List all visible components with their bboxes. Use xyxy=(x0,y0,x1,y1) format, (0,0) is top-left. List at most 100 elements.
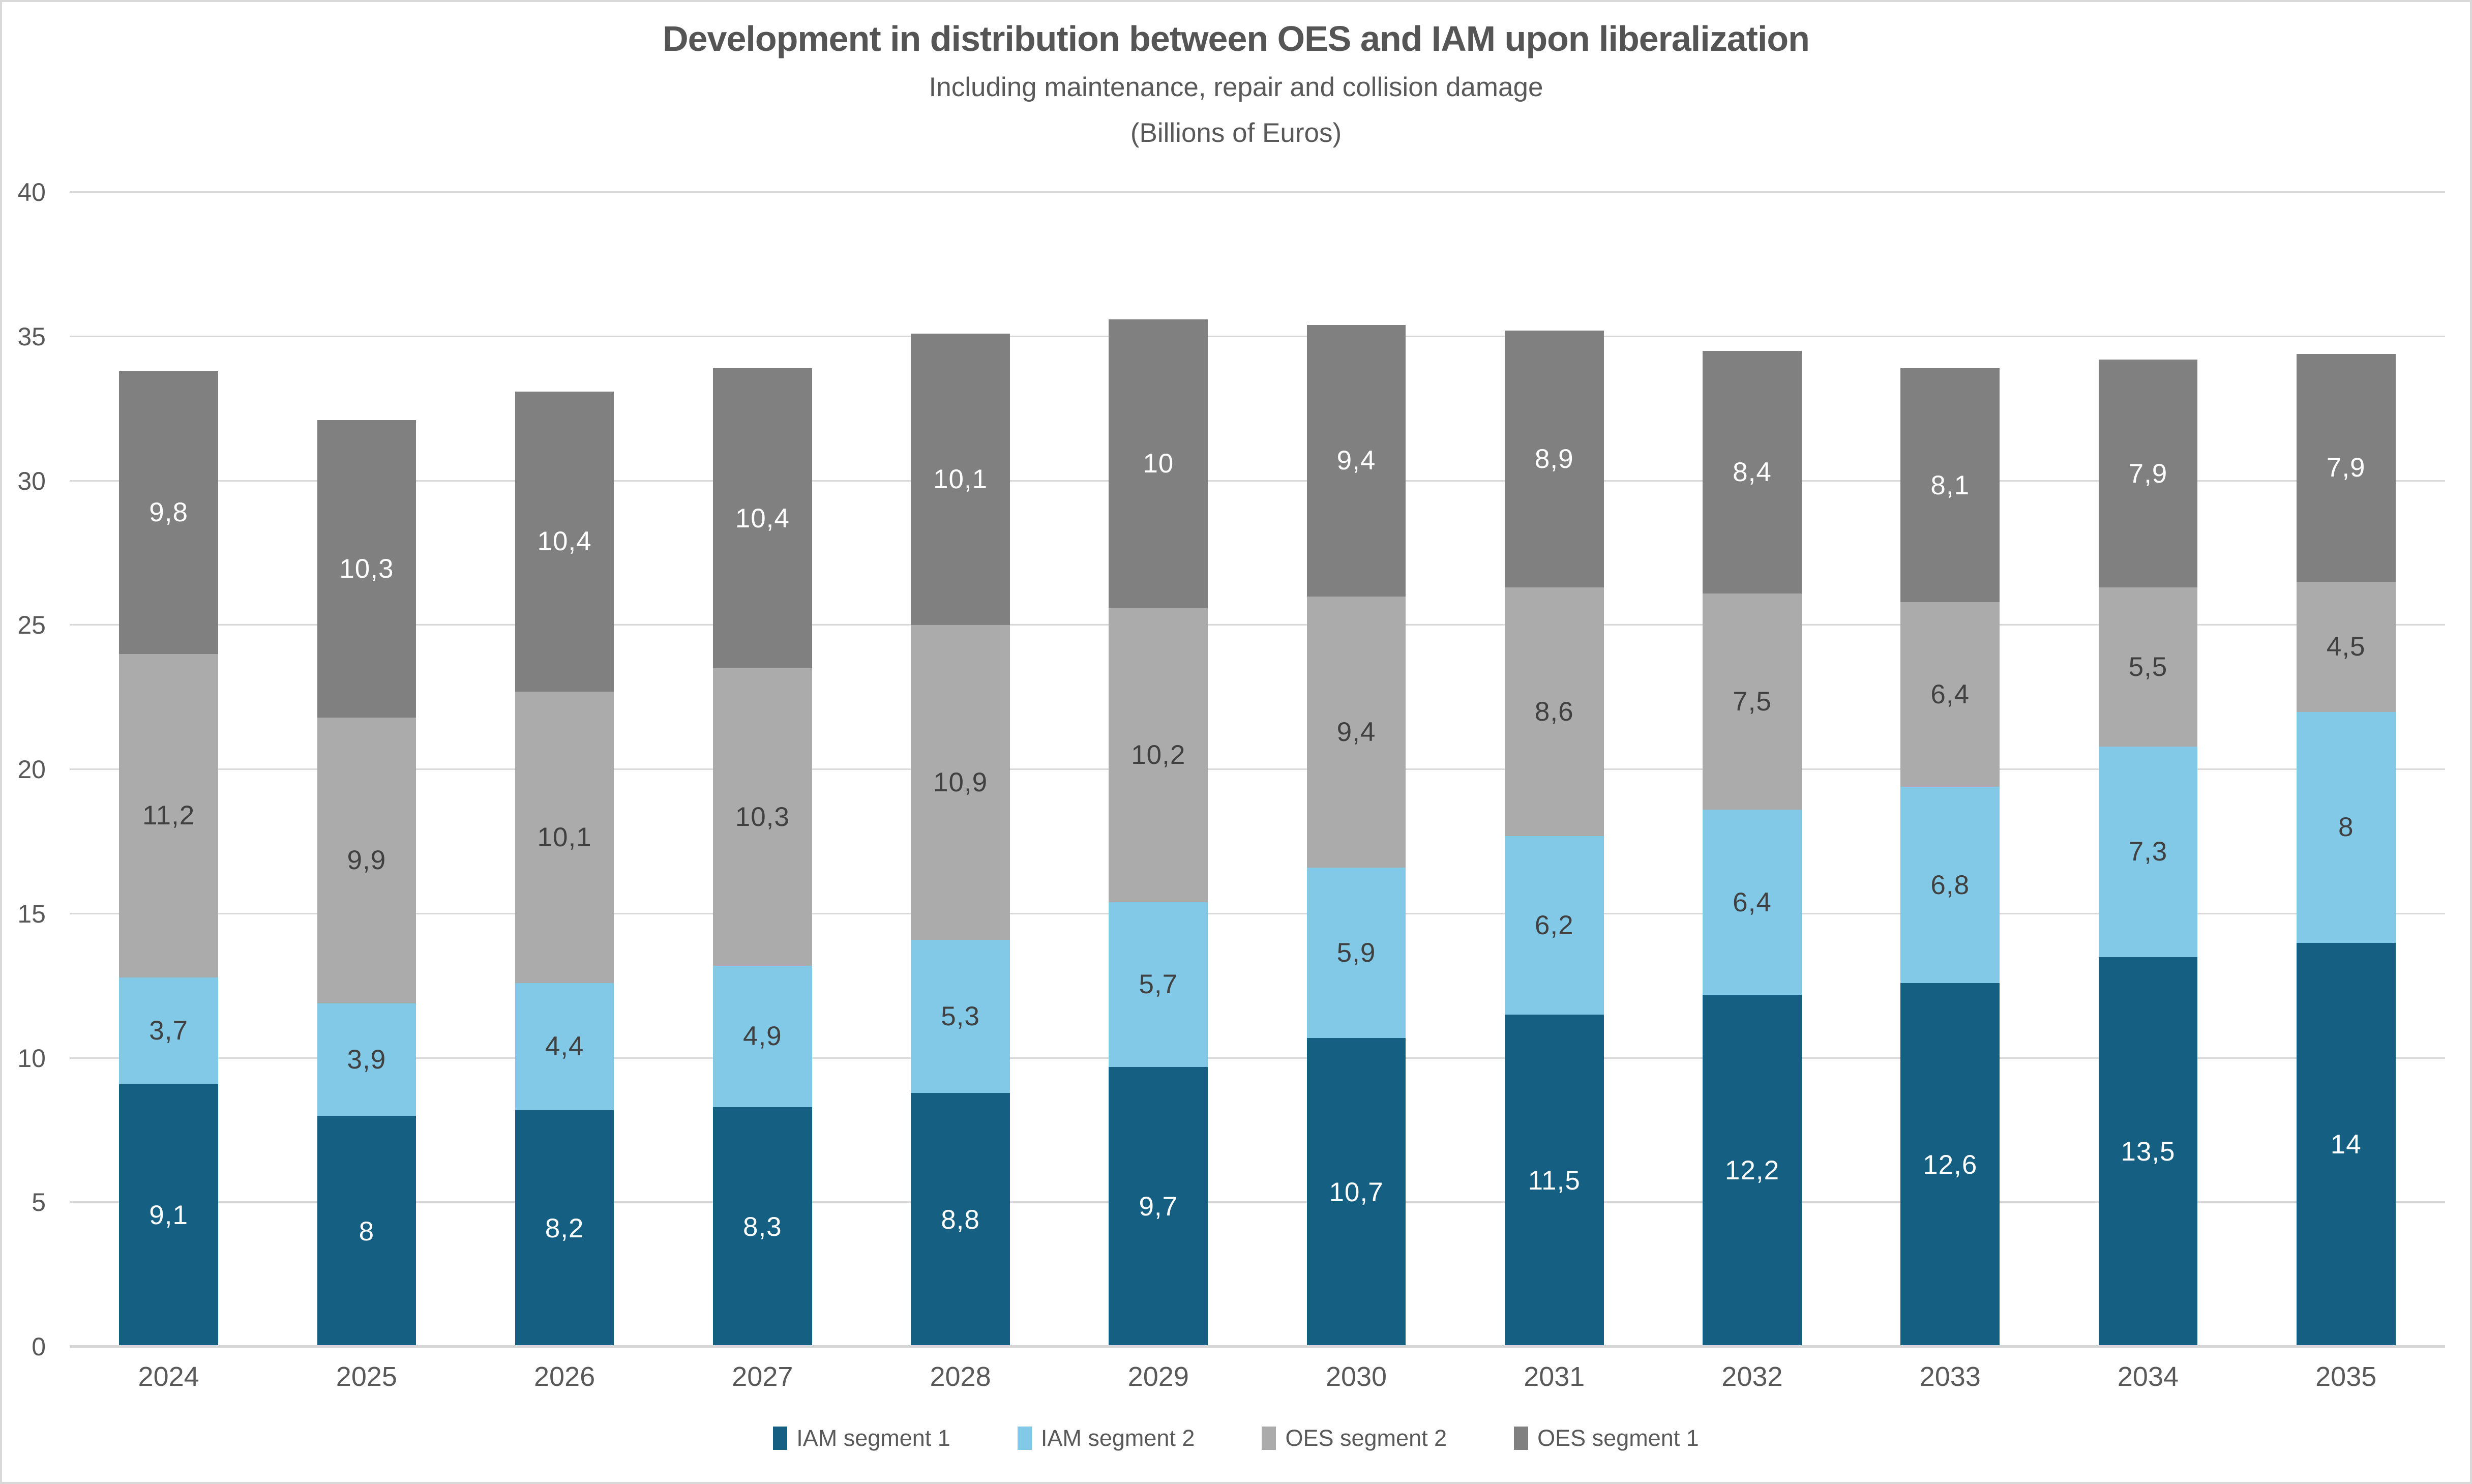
bar-segment[interactable]: 8,8 xyxy=(911,1092,1010,1347)
bar-segment[interactable]: 12,2 xyxy=(1703,994,1802,1347)
legend-item[interactable]: OES segment 1 xyxy=(1514,1425,1699,1451)
bar-segment[interactable]: 6,8 xyxy=(1900,787,2000,983)
bar-segment[interactable]: 8,6 xyxy=(1504,587,1604,836)
y-axis-tick-label: 10 xyxy=(17,1044,46,1073)
bar-segment[interactable]: 5,5 xyxy=(2098,587,2198,747)
x-axis-category-label: 2029 xyxy=(1127,1361,1189,1392)
bar-segment[interactable]: 7,3 xyxy=(2098,746,2198,957)
bar-segment[interactable]: 10,3 xyxy=(317,420,416,718)
bar-segment[interactable]: 3,7 xyxy=(119,977,218,1084)
bar-segment[interactable]: 6,2 xyxy=(1504,836,1604,1015)
bar-data-label: 9,7 xyxy=(1139,1192,1178,1222)
bar-data-label: 7,9 xyxy=(2326,453,2366,483)
bar-segment[interactable]: 11,2 xyxy=(119,654,218,977)
gridline xyxy=(70,335,2445,337)
x-axis-labels: 2024 2025 2026 2027 2028 2029 2030 2031 2032 2033… xyxy=(70,1361,2445,1392)
bar-segment[interactable]: 6,4 xyxy=(1900,602,2000,787)
bar-data-label: 7,5 xyxy=(1733,687,1772,717)
bar-data-label: 12,2 xyxy=(1724,1155,1780,1186)
y-axis-tick-label: 25 xyxy=(17,611,46,640)
bar-segment[interactable]: 10,7 xyxy=(1306,1037,1406,1347)
bar-segment[interactable]: 7,9 xyxy=(2296,353,2396,582)
bar-segment[interactable]: 9,9 xyxy=(317,717,416,1003)
bar-segment[interactable]: 5,9 xyxy=(1306,867,1406,1038)
bar-data-label: 8,8 xyxy=(941,1204,980,1235)
y-axis-tick-label: 35 xyxy=(17,322,46,351)
bar-segment[interactable]: 4,4 xyxy=(515,983,614,1110)
gridline xyxy=(70,912,2445,914)
bar-data-label: 4,4 xyxy=(545,1031,584,1062)
bar-segment[interactable]: 9,4 xyxy=(1306,325,1406,597)
bar-group: 8,3 4,9 10,3 10,4 xyxy=(664,192,861,1347)
y-axis-tick-label: 30 xyxy=(17,466,46,495)
bar-segment[interactable]: 8 xyxy=(317,1116,416,1347)
bar-segment[interactable]: 9,8 xyxy=(119,371,218,655)
bar-segment[interactable]: 6,4 xyxy=(1703,810,1802,995)
bar-data-label: 4,5 xyxy=(2326,632,2366,662)
bar-segment[interactable]: 10,3 xyxy=(713,668,812,966)
gridline xyxy=(70,768,2445,770)
bar-data-label: 10,1 xyxy=(933,464,988,495)
bar-segment[interactable]: 14 xyxy=(2296,942,2396,1347)
legend-item-label: IAM segment 2 xyxy=(1040,1425,1195,1451)
bar-data-label: 13,5 xyxy=(2121,1137,2176,1167)
legend-item[interactable]: IAM segment 1 xyxy=(773,1425,950,1451)
bar-segment[interactable]: 8,9 xyxy=(1504,331,1604,588)
bar-segment[interactable]: 5,3 xyxy=(911,939,1010,1093)
x-axis-category-label: 2025 xyxy=(336,1361,397,1392)
bar-segment[interactable]: 10 xyxy=(1109,319,1208,608)
bar-segment[interactable]: 10,2 xyxy=(1109,608,1208,903)
bar-segment[interactable]: 10,1 xyxy=(911,334,1010,626)
bar-segment[interactable]: 9,1 xyxy=(119,1084,218,1347)
bar-segment[interactable]: 7,9 xyxy=(2098,360,2198,588)
bar-segment[interactable]: 8,2 xyxy=(515,1110,614,1347)
bar-data-label: 10,2 xyxy=(1131,740,1186,770)
bar-group: 8,2 4,4 10,1 10,4 xyxy=(465,192,663,1347)
bar-data-label: 11,5 xyxy=(1528,1166,1581,1196)
bar-data-label: 7,9 xyxy=(2128,458,2168,489)
bar-segment[interactable]: 8,3 xyxy=(713,1107,812,1347)
legend-item[interactable]: IAM segment 2 xyxy=(1017,1425,1195,1451)
bar-data-label: 5,3 xyxy=(941,1001,980,1031)
bar-segment[interactable]: 9,4 xyxy=(1306,596,1406,868)
bar-segment[interactable]: 4,9 xyxy=(713,965,812,1107)
bar-group: 9,1 3,7 11,2 9,8 xyxy=(70,192,267,1347)
plot-area: 9,1 3,7 11,2 9,8 8 3,9 9,9 10,3 8,2 4,4 10,1 10,4 8,… xyxy=(70,191,2445,1348)
bar-segment[interactable]: 11,5 xyxy=(1504,1015,1604,1347)
legend-item-label: OES segment 1 xyxy=(1537,1425,1699,1451)
bar-segment[interactable]: 10,4 xyxy=(713,368,812,669)
bar-data-label: 8,4 xyxy=(1733,457,1772,487)
bar-segment[interactable]: 7,5 xyxy=(1703,593,1802,810)
bar-segment[interactable]: 10,4 xyxy=(515,391,614,692)
bar-segment[interactable]: 4,5 xyxy=(2296,582,2396,712)
bar-segment[interactable]: 5,7 xyxy=(1109,902,1208,1067)
bar-group: 9,7 5,7 10,2 10 xyxy=(1059,192,1257,1347)
bar-group: 13,5 7,3 5,5 7,9 xyxy=(2049,192,2247,1347)
bar-data-label: 10,4 xyxy=(735,503,790,533)
gridline xyxy=(70,1201,2445,1203)
x-axis-category-label: 2035 xyxy=(2315,1361,2377,1392)
bar-segment[interactable]: 8,1 xyxy=(1900,368,2000,602)
bar-group: 10,7 5,9 9,4 9,4 xyxy=(1257,192,1455,1347)
bar-data-label: 8,1 xyxy=(1930,470,1970,500)
bar-data-label: 10,7 xyxy=(1329,1177,1384,1207)
bar-segment[interactable]: 10,1 xyxy=(515,691,614,983)
bar-segment[interactable]: 3,9 xyxy=(317,1003,416,1116)
bar-data-label: 9,9 xyxy=(347,845,386,876)
bar-segment[interactable]: 8,4 xyxy=(1703,351,1802,593)
bar-segment[interactable]: 8 xyxy=(2296,711,2396,943)
bar-group: 8 3,9 9,9 10,3 xyxy=(267,192,465,1347)
gridline xyxy=(70,480,2445,482)
bar-data-label: 3,7 xyxy=(149,1016,188,1046)
bar-data-label: 9,8 xyxy=(149,497,188,528)
legend-item[interactable]: OES segment 2 xyxy=(1262,1425,1447,1451)
legend-marker xyxy=(1514,1427,1529,1450)
bar-data-label: 4,9 xyxy=(742,1021,782,1052)
x-axis-category-label: 2032 xyxy=(1721,1361,1783,1392)
bar-data-label: 10,4 xyxy=(537,526,592,557)
bar-segment[interactable]: 12,6 xyxy=(1900,983,2000,1347)
bar-segment[interactable]: 10,9 xyxy=(911,625,1010,940)
bar-data-label: 9,4 xyxy=(1336,446,1376,476)
bar-segment[interactable]: 13,5 xyxy=(2098,957,2198,1347)
bar-segment[interactable]: 9,7 xyxy=(1109,1066,1208,1347)
